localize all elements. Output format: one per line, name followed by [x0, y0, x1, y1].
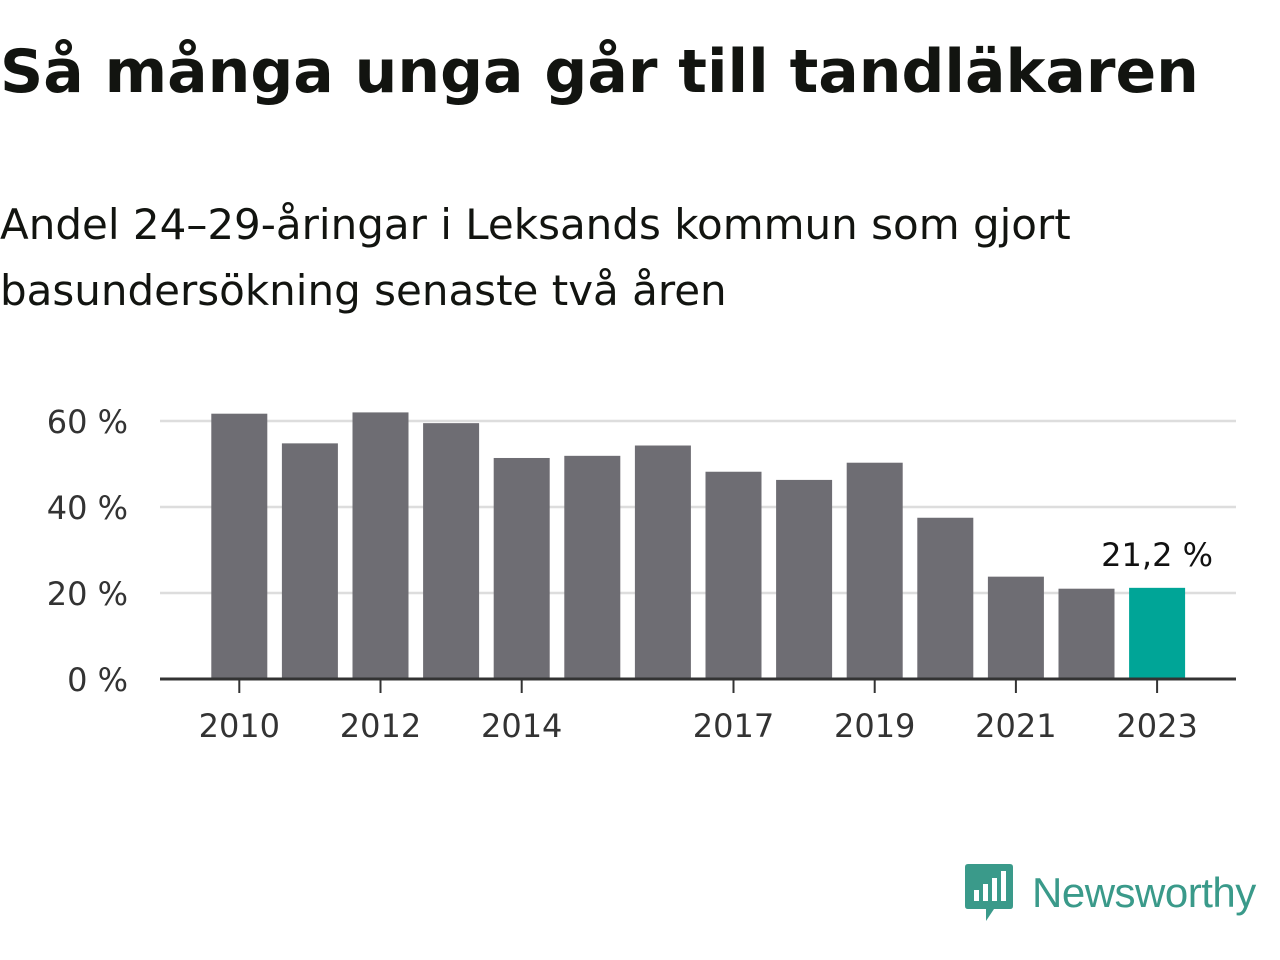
- y-tick-label-0: 0 %: [67, 661, 128, 699]
- bar-2018: [776, 479, 833, 679]
- chart-title: Så många unga går till tandläkaren: [0, 37, 1199, 107]
- x-tick-label-2021: 2021: [975, 707, 1056, 745]
- brand-logo: Newsworthy: [964, 862, 1256, 924]
- x-axis-ticks: 2010 2012 2014 2017 2019 2021 2023: [199, 679, 1198, 745]
- bar-2023: [1129, 587, 1186, 679]
- bar-2013: [423, 423, 480, 679]
- bar-2019: [846, 462, 903, 679]
- bar-2016: [634, 445, 691, 679]
- bar-2020: [917, 517, 974, 679]
- x-tick-label-2012: 2012: [340, 707, 421, 745]
- bar-2011: [281, 443, 338, 679]
- bar-2017: [705, 471, 762, 679]
- y-axis-ticks: 0 % 20 % 40 % 60 %: [47, 403, 128, 699]
- bar-2012: [352, 412, 409, 679]
- y-tick-label-60: 60 %: [47, 403, 128, 441]
- x-tick-label-2014: 2014: [481, 707, 562, 745]
- bars: [211, 412, 1186, 679]
- gridlines: [160, 419, 1236, 595]
- bar-chart: 0 % 20 % 40 % 60 % 2010 2012 2014 2017 2019 2021…: [47, 403, 1236, 745]
- chart-subtitle: Andel 24–29-åringar i Leksands kommun so…: [0, 200, 1071, 315]
- x-tick-label-2019: 2019: [834, 707, 915, 745]
- bar-2014: [493, 457, 550, 679]
- x-tick-label-2010: 2010: [199, 707, 280, 745]
- brand-name: Newsworthy: [1032, 869, 1256, 916]
- bar-2022: [1058, 588, 1115, 679]
- bar-2010: [211, 413, 268, 679]
- bar-2015: [564, 455, 621, 679]
- data-label-2023: 21,2 %: [1101, 536, 1213, 574]
- bar-2021: [987, 576, 1044, 679]
- x-tick-label-2017: 2017: [693, 707, 774, 745]
- y-tick-label-40: 40 %: [47, 489, 128, 527]
- x-tick-label-2023: 2023: [1116, 707, 1197, 745]
- y-tick-label-20: 20 %: [47, 575, 128, 613]
- newsworthy-logo-icon: [965, 864, 1013, 921]
